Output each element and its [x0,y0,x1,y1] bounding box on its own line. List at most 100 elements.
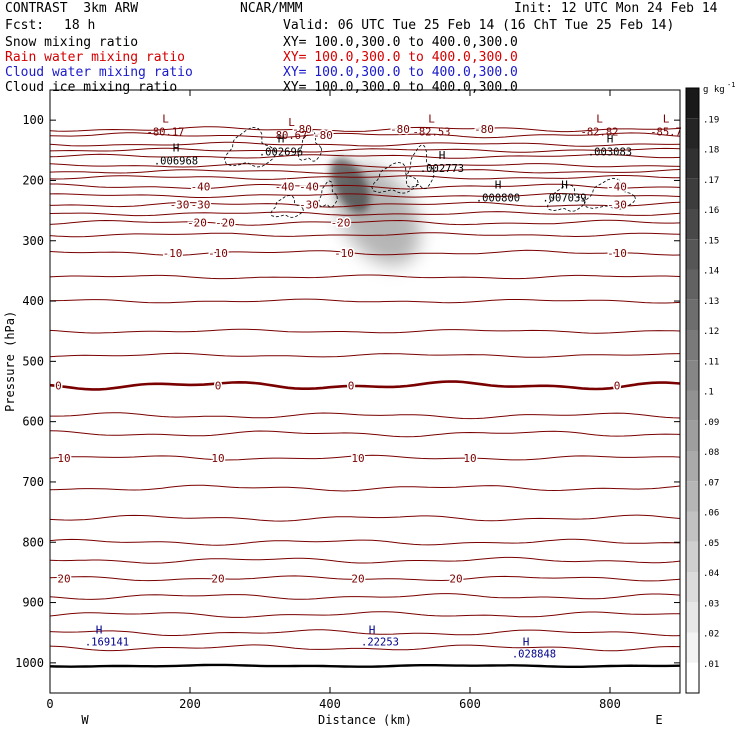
cloudwater-marker: H [96,624,103,637]
ice-shading [330,157,421,266]
ground-line [50,663,680,668]
colorbar-swatch [686,511,699,542]
colorbar-swatch [686,118,699,149]
isotherm-line [50,328,680,334]
isotherm-line [50,169,680,174]
field-cloudice: Cloud ice mixing ratio [5,80,178,95]
isotherm-label: -30 [191,199,211,212]
colorbar-swatch [686,299,699,330]
colorbar-tick-label: .13 [703,297,719,307]
extremum-value: .007039 [542,193,586,205]
x-tick-label: 0 [46,697,53,711]
y-tick-label: 800 [22,535,44,549]
y-tick-label: 700 [22,475,44,489]
colorbar-swatch [686,269,699,300]
isotherm-label: -10 [163,247,183,260]
colorbar-tick-label: .12 [703,327,719,337]
colorbar-tick-label: .05 [703,539,719,549]
title-left: CONTRAST 3km ARW [5,1,139,16]
colorbar-swatch [686,390,699,421]
isotherm-line [50,352,680,358]
isotherm-label: -40 [275,180,295,193]
field-rain-xy: XY= 100.0,300.0 to 400.0,300.0 [283,50,518,65]
x-axis-label: Distance (km) [318,713,412,727]
isotherm-label: 0 [614,379,621,392]
isotherm-line [50,153,680,159]
cloudwater-value: .169141 [85,637,129,649]
isotherm-line [50,629,680,637]
isotherm-line [50,141,680,147]
y-tick-label: 200 [22,173,44,187]
isotherm-label: -80 [313,129,333,142]
isotherm-line [50,484,680,492]
colorbar-tick-label: .03 [703,599,719,609]
cloudwater-value: .028848 [512,649,556,661]
isotherm-line [50,430,680,438]
colorbar-swatch [686,632,699,663]
colorbar-swatch [686,481,699,512]
isotherm-line [50,644,680,652]
colorbar-swatch [686,360,699,391]
colorbar-tick-label: .18 [703,146,719,156]
colorbar-swatch [686,330,699,361]
isotherm-line [50,163,680,168]
isotherm-label: -10 [208,247,228,260]
y-axis-label: Pressure (hPa) [3,311,17,412]
colorbar-tick-label: .16 [703,206,719,216]
isotherm-label: -10 [607,247,627,260]
extremum-marker: H [439,149,446,162]
cloud-ice-contour [224,126,277,168]
extremum-value: .006968 [154,155,198,167]
field-cloudwater-xy: XY= 100.0,300.0 to 400.0,300.0 [283,65,518,80]
isotherm-line [50,556,680,564]
isotherm-label: -40 [191,180,211,193]
colorbar-tick-label: .1 [703,388,714,398]
isotherm-line [50,575,680,582]
extremum-value: -82.53 [413,126,451,138]
isotherm-label: -30 [607,199,627,212]
isotherm-line [50,593,680,600]
colorbar-swatch [686,88,699,119]
isotherm-label: -20 [331,217,351,230]
colorbar-tick-label: .04 [703,569,719,579]
extremum-marker: L [428,112,435,125]
colorbar-swatch [686,148,699,179]
title-center: NCAR/MMM [240,1,303,16]
extremum-value: .002773 [420,163,464,175]
isotherm-line [50,274,680,280]
west-label: W [81,713,89,727]
isotherm-label: 0 [348,379,355,392]
colorbar-swatch [686,451,699,482]
isotherm-line [50,132,680,139]
isotherm-label: 10 [463,452,476,465]
isotherm-label: -80 [390,123,410,136]
isotherm-label: 0 [215,379,222,392]
extremum-marker: L [162,112,169,125]
extremum-value: -85.7 [650,126,682,138]
extremum-marker: H [173,141,180,154]
field-snow-xy: XY= 100.0,300.0 to 400.0,300.0 [283,35,518,50]
isotherm-line [50,249,680,256]
extremum-marker: L [288,116,295,129]
cloud-ice-contour [546,184,586,212]
colorbar-swatch [686,602,699,633]
isotherm-line [50,538,680,546]
colorbar-swatch [686,178,699,209]
colorbar-swatch [686,420,699,451]
isotherm-line [50,380,680,391]
colorbar-swatch [686,239,699,270]
colorbar-tick-label: .06 [703,509,719,519]
plot-frame [49,89,681,694]
isotherm-label: -40 [299,180,319,193]
isotherm-label: 10 [351,452,364,465]
isotherm-label: 0 [55,379,62,392]
isotherm-line [50,611,680,618]
colorbar-swatch [686,662,699,693]
isotherm-line [50,201,680,208]
x-tick-label: 800 [599,697,621,711]
isotherm-line [50,126,680,133]
isotherm-label: -40 [607,180,627,193]
isotherm-line [50,175,680,180]
cloudwater-value: .22253 [361,637,399,649]
